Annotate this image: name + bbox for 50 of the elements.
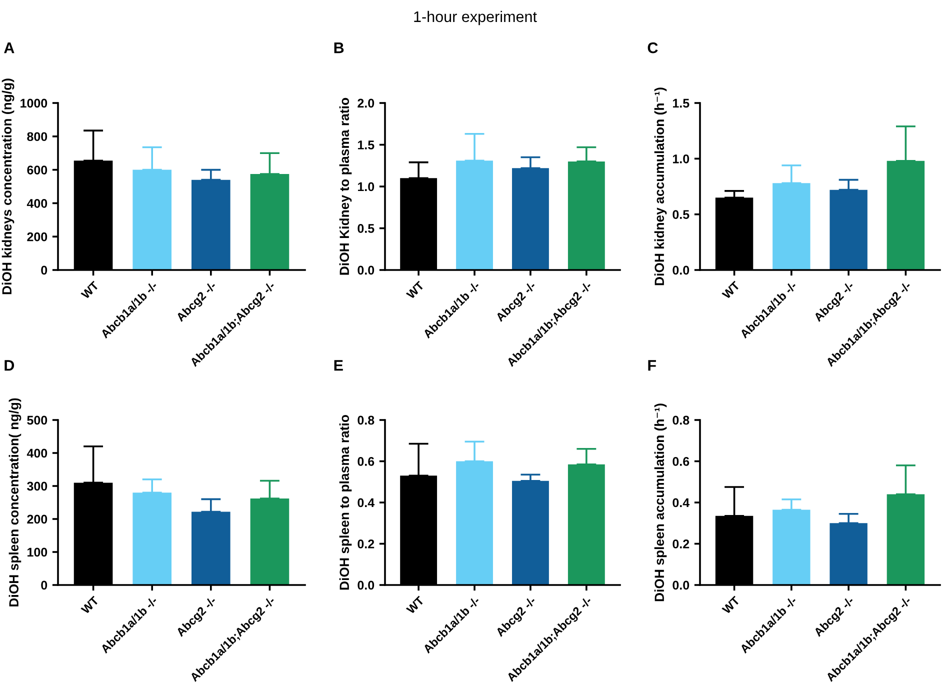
y-tick-label: 2.0	[358, 98, 374, 108]
chart-title: A	[4, 42, 14, 54]
y-tick-label: 1.5	[672, 98, 690, 108]
y-tick-label: 0.8	[358, 416, 374, 425]
y-axis-title: DiOH kidney accumulation (h⁻¹)	[654, 88, 667, 286]
y-tick-label: 0.0	[358, 580, 374, 590]
x-tick-label: WT	[80, 280, 100, 300]
chart-title: F	[648, 360, 656, 371]
y-tick-label: 1.0	[672, 154, 690, 164]
y-tick-label: 0.0	[358, 266, 374, 275]
y-tick-label: 0.4	[672, 498, 690, 508]
x-tick-label: WT	[722, 280, 740, 300]
y-tick-label: 100	[28, 548, 48, 557]
y-tick-label: 0.5	[358, 224, 374, 233]
y-tick-label: 1000	[20, 98, 48, 108]
x-tick-label: WT	[406, 596, 425, 614]
y-axis-title: DiOH spleen concentration( ng/g)	[8, 398, 22, 606]
y-tick-label: 300	[27, 482, 48, 491]
y-axis-title: DiOH spleen to plasma ratio	[339, 415, 352, 590]
y-tick-label: 800	[27, 132, 48, 142]
y-tick-label: 1.0	[358, 182, 374, 192]
y-tick-label: 0.5	[672, 210, 690, 219]
y-tick-label: 0.2	[672, 540, 690, 548]
y-tick-label: 0.6	[358, 457, 374, 466]
y-tick-label: 400	[26, 199, 48, 208]
y-axis-title: DiOH spleen accumulation (h⁻¹)	[654, 404, 667, 602]
y-tick-label: 0	[41, 266, 48, 275]
y-tick-label: 200	[27, 232, 48, 242]
x-tick-label: WT	[406, 280, 425, 300]
y-tick-label: 0.2	[358, 540, 374, 548]
y-tick-label: 500	[27, 416, 48, 425]
y-tick-label: 0.8	[672, 416, 690, 425]
y-tick-label: 1.5	[358, 140, 374, 150]
y-axis-title: DiOH kidneys concentration (ng/g)	[2, 78, 14, 294]
y-tick-label: 600	[27, 166, 48, 174]
y-tick-label: 0.4	[358, 498, 375, 508]
x-tick-label: WT	[722, 596, 740, 614]
chart-title: B	[334, 42, 344, 54]
y-tick-label: 0	[41, 580, 48, 590]
y-tick-label: 400	[26, 448, 48, 458]
text: 1-hour experiment	[414, 10, 537, 26]
y-tick-label: 0.6	[672, 457, 690, 466]
y-tick-label: 0.0	[672, 266, 690, 275]
x-tick-label: WT	[80, 596, 100, 614]
chart-title: D	[4, 360, 14, 371]
y-tick-label: 0.0	[672, 580, 690, 590]
y-tick-label: 200	[27, 514, 48, 524]
y-axis-title: DiOH Kidney to plasma ratio	[339, 98, 352, 275]
chart-title: C	[648, 42, 658, 54]
chart-title: E	[334, 360, 343, 371]
